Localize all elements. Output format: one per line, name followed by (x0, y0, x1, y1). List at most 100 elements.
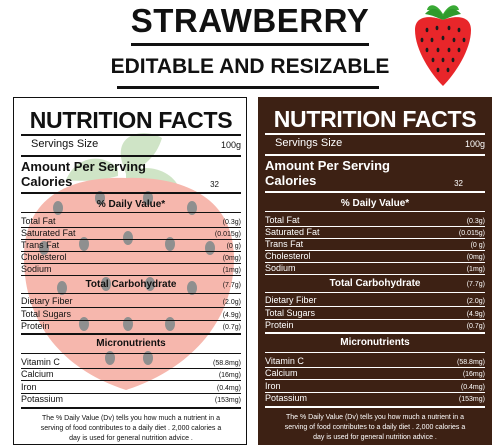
nutrient-name: Cholesterol (265, 251, 311, 261)
divider (21, 192, 241, 194)
label-content: NUTRITION FACTS Servings Size 100g Amount… (258, 97, 492, 445)
divider (265, 379, 485, 380)
calories-label: Calories (265, 173, 317, 188)
nutrient-name: Sodium (265, 263, 296, 273)
serving-row: Servings Size 100g (21, 138, 241, 150)
carbs-value-row: (7.7g) (21, 282, 241, 289)
divider (21, 251, 241, 252)
nutrient-value: (58.8mg) (456, 359, 485, 366)
nutrient-name: Trans Fat (265, 239, 304, 249)
calories-value: 32 (454, 179, 463, 188)
nutrient-row: Iron (0.4mg) (265, 381, 485, 391)
page-title: STRAWBERRY (0, 2, 500, 46)
nutrient-value: (153mg) (214, 397, 241, 404)
nutrient-row: Total Fat (0.3g) (265, 215, 485, 225)
micronutrients-heading: Micronutrients (340, 337, 410, 348)
divider (21, 134, 241, 136)
divider (21, 275, 241, 276)
nutrient-name: Total Sugars (21, 309, 72, 319)
nutrient-name: Vitamin C (265, 356, 304, 366)
nutrient-row: Trans Fat (0 g) (21, 240, 241, 250)
nutrient-value: (0 g) (470, 242, 485, 249)
nutrient-value: (0.7g) (222, 324, 241, 331)
nutrient-row: Dietary Fiber (2.0g) (265, 295, 485, 305)
nutrient-row: Potassium (153mg) (21, 394, 241, 404)
strawberry-watermark-icon (14, 98, 248, 446)
nutrient-value: (0.4mg) (216, 385, 241, 392)
carbs-heading: Total Carbohydrate (329, 278, 421, 289)
nutrient-row: Sodium (1mg) (265, 263, 485, 273)
amount-per-serving: Amount Per Serving (21, 159, 146, 174)
nutrient-row: Trans Fat (0 g) (265, 239, 485, 249)
divider (265, 154, 485, 156)
nutrient-row: Calcium (16mg) (265, 368, 485, 378)
nutrient-name: Dietary Fiber (21, 296, 73, 306)
page-title-text: STRAWBERRY (130, 2, 370, 46)
divider (265, 191, 485, 193)
footnote-line: day is used for general nutrition advice… (313, 434, 437, 441)
amount-per-serving: Amount Per Serving (265, 158, 390, 173)
nutrient-row: Dietary Fiber (2.0g) (21, 296, 241, 306)
footnote-line: The % Daily Value (Dv) tells you how muc… (285, 414, 465, 421)
divider (21, 263, 241, 264)
divider (21, 307, 241, 308)
divider (265, 332, 485, 334)
carbs-heading: Total Carbohydrate (85, 279, 177, 290)
nutrient-value: (153mg) (458, 396, 485, 403)
nutrient-name: Calcium (265, 368, 298, 378)
divider (265, 133, 485, 135)
nutrient-value: (2.0g) (222, 299, 241, 306)
nutrient-row: Saturated Fat (0.015g) (21, 228, 241, 238)
nutrition-label-white: NUTRITION FACTS Servings Size 100g Amount… (13, 97, 247, 445)
nutrient-value: (2.0g) (466, 298, 485, 305)
divider (21, 353, 241, 354)
calories-label: Calories (21, 174, 73, 189)
divider (265, 226, 485, 227)
nutrient-row: Cholesterol (0mg) (265, 251, 485, 261)
divider (265, 211, 485, 212)
nutrient-value: (0.015g) (214, 231, 241, 238)
title-underline (117, 86, 379, 89)
footnote: The % Daily Value (Dv) tells you how muc… (21, 414, 241, 444)
nutrient-value: (0 g) (226, 243, 241, 250)
nutrient-name: Total Sugars (265, 308, 316, 318)
nutrient-name: Total Fat (265, 215, 300, 225)
label-content: NUTRITION FACTS Servings Size 100g Amount… (14, 98, 248, 446)
label-heading: NUTRITION FACTS (273, 106, 477, 132)
carbs-value-row: (7.7g) (265, 281, 485, 288)
nutrient-name: Trans Fat (21, 240, 60, 250)
divider (265, 274, 485, 275)
footnote-line: serving of food contributes to a daily d… (284, 424, 466, 431)
divider (21, 320, 241, 321)
nutrient-value: (16mg) (218, 372, 241, 379)
nutrient-name: Iron (21, 382, 37, 392)
nutrient-value: (0mg) (466, 254, 485, 261)
nutrient-name: Total Fat (21, 216, 56, 226)
nutrient-name: Vitamin C (21, 357, 60, 367)
divider (265, 392, 485, 393)
nutrition-label-brown: NUTRITION FACTS Servings Size 100g Amount… (258, 97, 492, 445)
serving-value: 100g (220, 140, 241, 150)
nutrient-row: Total Sugars (4.9g) (265, 308, 485, 318)
carbs-value: (7.7g) (222, 282, 241, 289)
divider (21, 368, 241, 369)
nutrient-value: (1mg) (466, 266, 485, 273)
nutrient-value: (0.3g) (466, 218, 485, 225)
nutrient-name: Dietary Fiber (265, 295, 317, 305)
divider (21, 227, 241, 228)
calories-value: 32 (210, 180, 219, 189)
divider (21, 407, 241, 409)
nutrient-name: Cholesterol (21, 252, 67, 262)
nutrient-row: Protein (0.7g) (265, 320, 485, 330)
nutrient-value: (58.8mg) (212, 360, 241, 367)
nutrient-value: (16mg) (462, 371, 485, 378)
nutrient-row: Cholesterol (0mg) (21, 252, 241, 262)
micronutrients-heading: Micronutrients (96, 338, 166, 349)
nutrient-value: (0.4mg) (460, 384, 485, 391)
nutrient-name: Saturated Fat (265, 227, 320, 237)
divider (21, 393, 241, 394)
nutrient-name: Iron (265, 381, 281, 391)
nutrient-row: Vitamin C (58.8mg) (21, 357, 241, 367)
divider (265, 262, 485, 263)
nutrient-name: Sodium (21, 264, 52, 274)
